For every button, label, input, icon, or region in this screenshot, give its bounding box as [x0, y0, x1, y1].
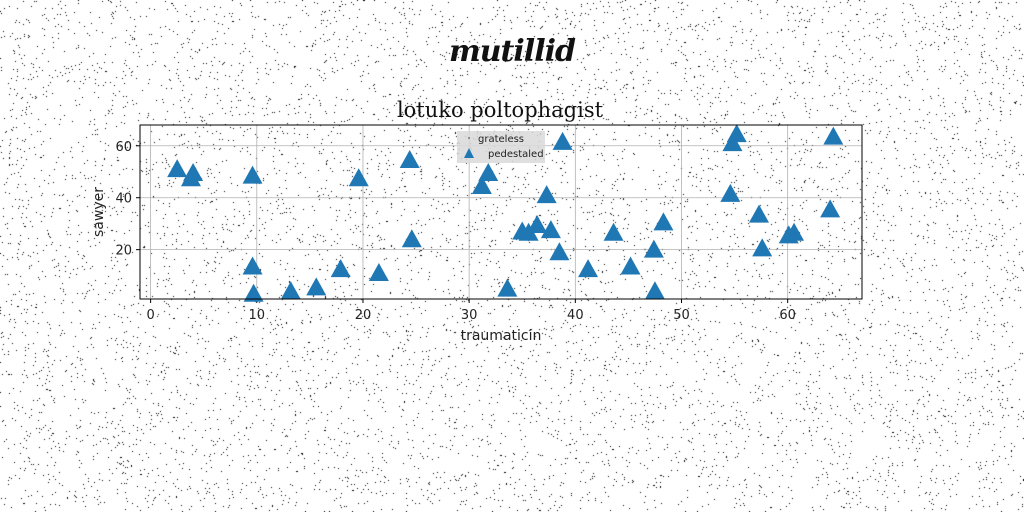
data-point-pedestaled — [536, 185, 557, 204]
data-point-pedestaled — [401, 229, 422, 248]
axis-ticks: 0 10 20 30 40 50 60 20 40 60 — [115, 140, 795, 323]
data-point-pedestaled — [720, 183, 741, 202]
data-point-pedestaled — [820, 199, 841, 218]
data-point-pedestaled — [478, 163, 499, 182]
chart-title: lotuko poltophagist — [397, 98, 604, 122]
x-tick-label: 10 — [249, 308, 266, 323]
x-tick-label: 20 — [355, 308, 372, 323]
data-point-pedestaled — [823, 126, 844, 145]
data-point-pedestaled — [242, 256, 263, 275]
data-point-pedestaled — [167, 159, 188, 178]
data-point-pedestaled — [306, 277, 327, 296]
data-point-pedestaled — [643, 239, 664, 258]
y-tick-label: 20 — [115, 244, 132, 259]
legend-label-grateless: grateless — [478, 134, 524, 145]
y-tick-label: 40 — [115, 192, 132, 207]
plot-area-frame — [139, 124, 863, 300]
data-point-pedestaled — [784, 222, 805, 241]
data-point-pedestaled — [183, 163, 204, 182]
data-point-pedestaled — [722, 133, 743, 152]
data-point-pedestaled — [749, 204, 770, 223]
legend-marker-pedestaled — [464, 148, 474, 158]
data-markers — [167, 124, 844, 302]
data-point-pedestaled — [552, 131, 573, 150]
data-point-pedestaled — [497, 278, 518, 297]
data-point-pedestaled — [471, 176, 492, 195]
data-point-pedestaled — [399, 150, 420, 169]
data-point-pedestaled — [578, 259, 599, 278]
data-point-pedestaled — [549, 242, 570, 261]
x-tick-label: 0 — [146, 308, 154, 323]
data-point-pedestaled — [330, 259, 351, 278]
data-point-pedestaled — [620, 256, 641, 275]
data-point-pedestaled — [644, 281, 665, 300]
chart-legend: grateless pedestaled — [457, 131, 545, 163]
data-point-pedestaled — [540, 220, 561, 239]
data-point-pedestaled — [603, 222, 624, 241]
data-point-pedestaled — [368, 263, 389, 282]
legend-label-pedestaled: pedestaled — [488, 149, 544, 160]
x-tick-label: 50 — [673, 308, 690, 323]
data-point-pedestaled — [243, 283, 264, 302]
data-point-pedestaled — [527, 214, 548, 233]
data-point-pedestaled — [348, 168, 369, 187]
x-axis-label: traumaticin — [461, 328, 542, 344]
legend-marker-grateless — [468, 137, 470, 139]
data-point-pedestaled — [752, 238, 773, 257]
data-point-pedestaled — [653, 212, 674, 231]
x-tick-label: 60 — [779, 308, 796, 323]
y-tick-label: 60 — [115, 140, 132, 155]
x-tick-label: 40 — [567, 308, 584, 323]
data-point-pedestaled — [280, 281, 301, 300]
y-axis-label: sawyer — [91, 187, 107, 237]
x-tick-label: 30 — [461, 308, 478, 323]
data-point-pedestaled — [242, 165, 263, 184]
data-point-pedestaled — [726, 124, 747, 143]
logo-text: mutillid — [449, 34, 576, 69]
